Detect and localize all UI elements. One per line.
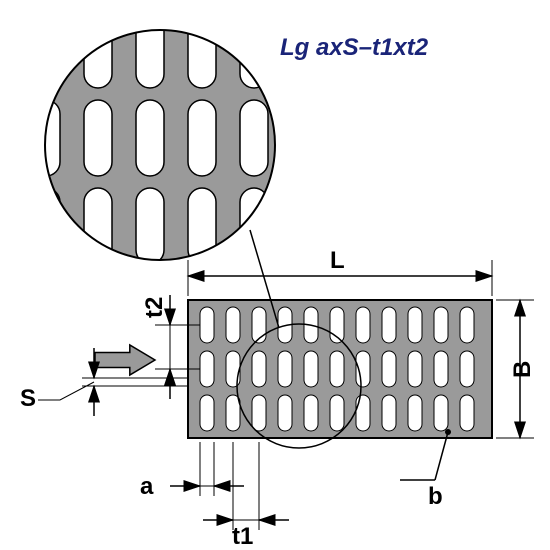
direction-arrow — [95, 345, 155, 375]
label-L: L — [330, 247, 345, 274]
formula-title: Lg axS–t1xt2 — [280, 34, 429, 61]
label-b: b — [428, 483, 443, 510]
label-t1: t1 — [232, 523, 253, 550]
label-B: B — [509, 361, 536, 378]
label-a: a — [140, 473, 154, 500]
dimension-B: B — [496, 300, 536, 438]
dimension-L: L — [188, 247, 492, 296]
dimension-a: a — [140, 442, 244, 500]
label-t2: t2 — [141, 297, 168, 318]
perforated-sheet — [188, 300, 492, 438]
label-S: S — [20, 385, 36, 412]
diagram-canvas: Lg axS–t1xt2 L B S — [0, 0, 550, 550]
dimension-b: b — [400, 429, 451, 510]
dimension-t1: t1 — [203, 442, 289, 550]
